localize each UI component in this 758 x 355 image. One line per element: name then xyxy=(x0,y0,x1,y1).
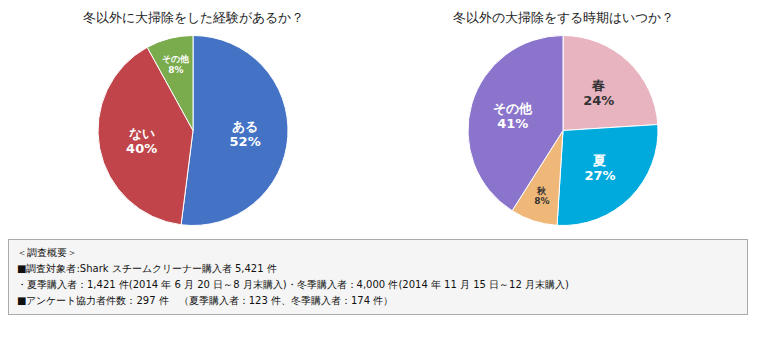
html-text:冬以外に大掃除をした経験があるか？: 冬以外に大掃除をした経験があるか？ xyxy=(82,10,304,25)
svg-text:春24%: 春24% xyxy=(583,78,614,108)
svg-text:その他8%: その他8% xyxy=(162,54,190,74)
html-text:・夏季購入者：1,421 件(2014 年 6 月 20 日: ・夏季購入者：1,421 件(2014 年 6 月 20 日～8 月末購入)・冬… xyxy=(17,279,569,290)
svg-text:ない40%: ない40% xyxy=(126,126,157,156)
svg-text:秋8%: 秋8% xyxy=(534,186,549,206)
svg-text:その他41%: その他41% xyxy=(493,101,533,131)
html-text:冬以外の大掃除をする時期はいつか？: 冬以外の大掃除をする時期はいつか？ xyxy=(452,10,674,25)
html-text:＜調査概要＞: ＜調査概要＞ xyxy=(17,247,77,258)
svg-text:ある52%: ある52% xyxy=(230,119,261,149)
svg-text:夏27%: 夏27% xyxy=(584,153,615,183)
html-text:■調査対象者:Shark スチームクリーナー購入者 5,42: ■調査対象者:Shark スチームクリーナー購入者 5,421 件 xyxy=(17,263,277,274)
html-text:■アンケート協力者件数：297 件 （夏季購入者：123 件: ■アンケート協力者件数：297 件 （夏季購入者：123 件、冬季購入者：174… xyxy=(17,295,394,306)
